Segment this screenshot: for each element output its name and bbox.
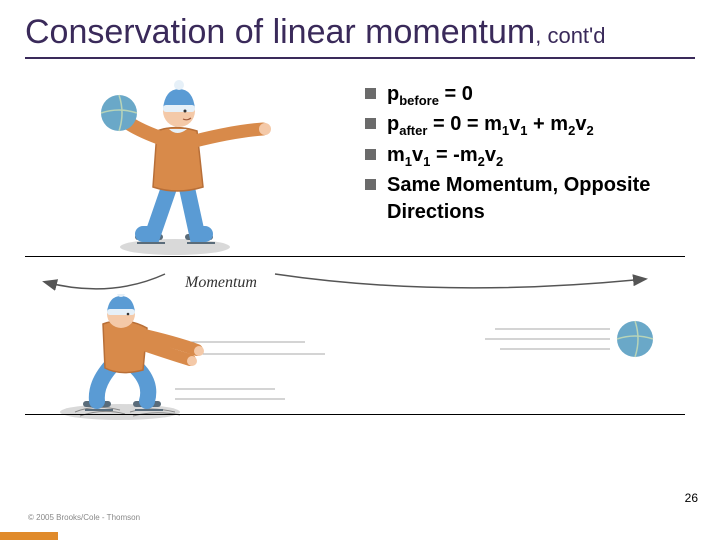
page-number: 26 [685,491,698,505]
bullet-text: pbefore = 0 [387,83,473,105]
title-block: Conservation of linear momentum, cont'd [25,15,695,59]
title-sub: , cont'd [535,23,605,48]
slide-title: Conservation of linear momentum, cont'd [25,15,695,51]
bullet-item: pafter = 0 = m1v1 + m2v2 [365,111,695,140]
slide: Conservation of linear momentum, cont'd [0,0,720,540]
title-main: Conservation of linear momentum [25,13,535,51]
bullet-item: pbefore = 0 [365,81,695,110]
bullet-text: m1v1 = -m2v2 [387,144,503,166]
skater-top [25,69,355,259]
ground-line-top [25,256,685,258]
momentum-label: Momentum [185,274,257,292]
accent-bar [0,532,58,540]
copyright-text: © 2005 Brooks/Cole - Thomson [28,513,140,522]
physics-figure: Momentum [25,69,355,439]
skater-bottom [25,294,685,444]
figure-column: Momentum [25,69,355,439]
bullet-item: m1v1 = -m2v2 [365,142,695,171]
bullet-item: Same Momentum, Opposite Directions [365,172,695,226]
bullet-text: pafter = 0 = m1v1 + m2v2 [387,113,594,135]
content-row: Momentum [25,69,695,439]
ground-line-bottom [25,414,685,416]
bullet-text: Same Momentum, Opposite Directions [387,174,650,223]
